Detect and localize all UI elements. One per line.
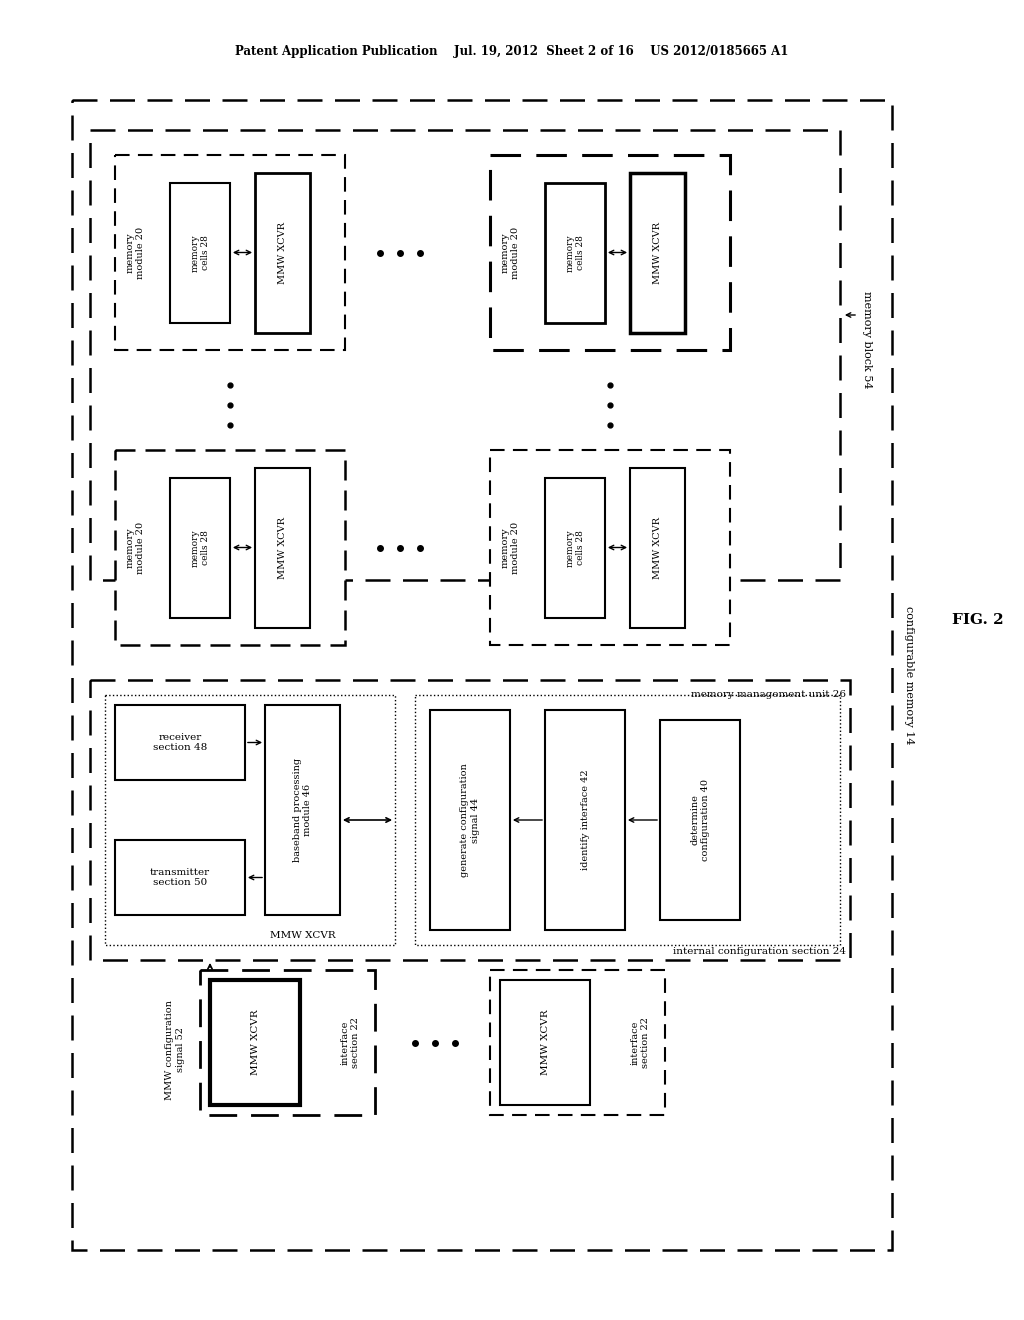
Bar — [255, 173, 310, 333]
Text: MMW XCVR: MMW XCVR — [269, 931, 335, 940]
Text: internal configuration section 24: internal configuration section 24 — [673, 946, 846, 956]
Bar — [170, 183, 230, 323]
Bar — [430, 710, 510, 931]
Text: MMW XCVR: MMW XCVR — [278, 517, 287, 579]
Text: memory block 54: memory block 54 — [862, 292, 872, 389]
Bar — [545, 183, 605, 323]
Text: memory
cells 28: memory cells 28 — [565, 529, 585, 566]
Text: FIG. 2: FIG. 2 — [952, 612, 1004, 627]
Text: memory
module 20: memory module 20 — [501, 227, 520, 279]
Text: interface
section 22: interface section 22 — [631, 1016, 649, 1068]
Text: baseband processing
module 46: baseband processing module 46 — [293, 758, 312, 862]
Text: memory
cells 28: memory cells 28 — [565, 234, 585, 272]
Bar — [115, 450, 345, 645]
Text: memory management unit 26: memory management unit 26 — [691, 690, 846, 700]
Text: memory
module 20: memory module 20 — [125, 227, 144, 279]
Bar — [490, 970, 665, 1115]
Bar — [660, 719, 740, 920]
Bar — [630, 173, 685, 333]
Bar — [200, 970, 375, 1115]
Text: MMW XCVR: MMW XCVR — [653, 222, 662, 284]
Bar — [500, 979, 590, 1105]
Bar — [415, 696, 840, 945]
Bar — [90, 129, 840, 579]
Text: Patent Application Publication    Jul. 19, 2012  Sheet 2 of 16    US 2012/018566: Patent Application Publication Jul. 19, … — [236, 45, 788, 58]
Text: memory
module 20: memory module 20 — [125, 521, 144, 574]
Text: interface
section 22: interface section 22 — [340, 1016, 359, 1068]
Bar — [265, 705, 340, 915]
Text: determine
configuration 40: determine configuration 40 — [690, 779, 710, 861]
Bar — [115, 840, 245, 915]
Bar — [255, 469, 310, 628]
Text: transmitter
section 50: transmitter section 50 — [150, 867, 210, 887]
Text: configurable memory 14: configurable memory 14 — [904, 606, 914, 744]
Text: MMW XCVR: MMW XCVR — [541, 1010, 550, 1076]
Text: memory
cells 28: memory cells 28 — [190, 529, 210, 566]
Bar — [170, 478, 230, 618]
Text: MMW XCVR: MMW XCVR — [278, 222, 287, 284]
Bar — [115, 705, 245, 780]
Bar — [545, 478, 605, 618]
Text: MMW XCVR: MMW XCVR — [251, 1010, 259, 1076]
Bar — [545, 710, 625, 931]
Text: MMW configuration
signal 52: MMW configuration signal 52 — [165, 1001, 184, 1100]
Bar — [490, 154, 730, 350]
Text: memory
module 20: memory module 20 — [501, 521, 520, 574]
Text: MMW XCVR: MMW XCVR — [653, 517, 662, 579]
Bar — [90, 680, 850, 960]
Text: receiver
section 48: receiver section 48 — [153, 733, 207, 752]
Bar — [72, 100, 892, 1250]
Bar — [210, 979, 300, 1105]
Bar — [630, 469, 685, 628]
Text: identify interface 42: identify interface 42 — [581, 770, 590, 870]
Text: memory
cells 28: memory cells 28 — [190, 234, 210, 272]
Bar — [490, 450, 730, 645]
Text: generate configuration
signal 44: generate configuration signal 44 — [461, 763, 479, 876]
Bar — [105, 696, 395, 945]
Bar — [115, 154, 345, 350]
